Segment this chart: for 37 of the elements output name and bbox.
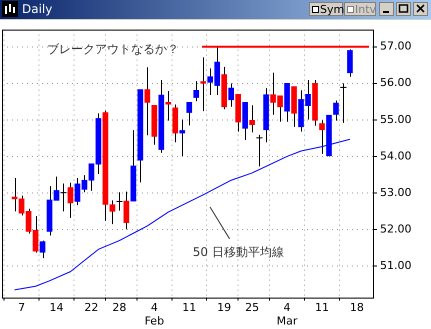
x-tick-label: 4 Mar — [276, 301, 298, 328]
y-tick-label: 51.00 — [380, 259, 412, 272]
x-tick-label: 4 Feb — [144, 301, 164, 328]
x-tick-label: 11 — [182, 301, 196, 314]
x-tick-label: 28 — [112, 301, 126, 314]
y-tick-label: 55.00 — [380, 112, 412, 126]
x-tick-label: 22 — [84, 301, 98, 314]
y-tick-label: 54.00 — [380, 149, 412, 162]
text: Intv — [355, 3, 376, 17]
candlestick — [144, 66, 150, 136]
y-tick-label: 52.00 — [380, 222, 412, 236]
candlestick — [249, 104, 255, 133]
x-tick-label: 19 — [217, 301, 232, 314]
candlestick — [333, 100, 339, 122]
candlestick — [110, 200, 116, 225]
candlestick — [200, 56, 206, 112]
candlestick — [116, 192, 123, 212]
x-tick-label: 11 — [314, 301, 329, 314]
y-tick-label: 53.00 — [380, 186, 412, 199]
candlestick — [319, 120, 325, 154]
chart-title: Daily — [22, 2, 52, 16]
x-tick-label: 14 — [49, 301, 64, 314]
x-tick-label: 25 — [245, 301, 260, 314]
text: Sym — [320, 3, 344, 17]
candlestick — [186, 102, 192, 126]
candlestick — [228, 82, 234, 108]
y-tick-label: 56.00 — [380, 76, 412, 90]
annotation: ブレークアウトなるか？ — [47, 40, 179, 58]
candlestick — [179, 119, 186, 157]
y-tick-label: 57.00 — [380, 40, 412, 53]
candlestick — [193, 80, 200, 102]
x-tick-label: 18 — [350, 301, 364, 314]
x-tick-label: 7 — [18, 301, 26, 314]
annotation: 50 日移動平均線 — [192, 244, 284, 262]
candlestick — [347, 48, 353, 78]
candlestick — [40, 240, 46, 259]
candlestick — [165, 90, 172, 122]
